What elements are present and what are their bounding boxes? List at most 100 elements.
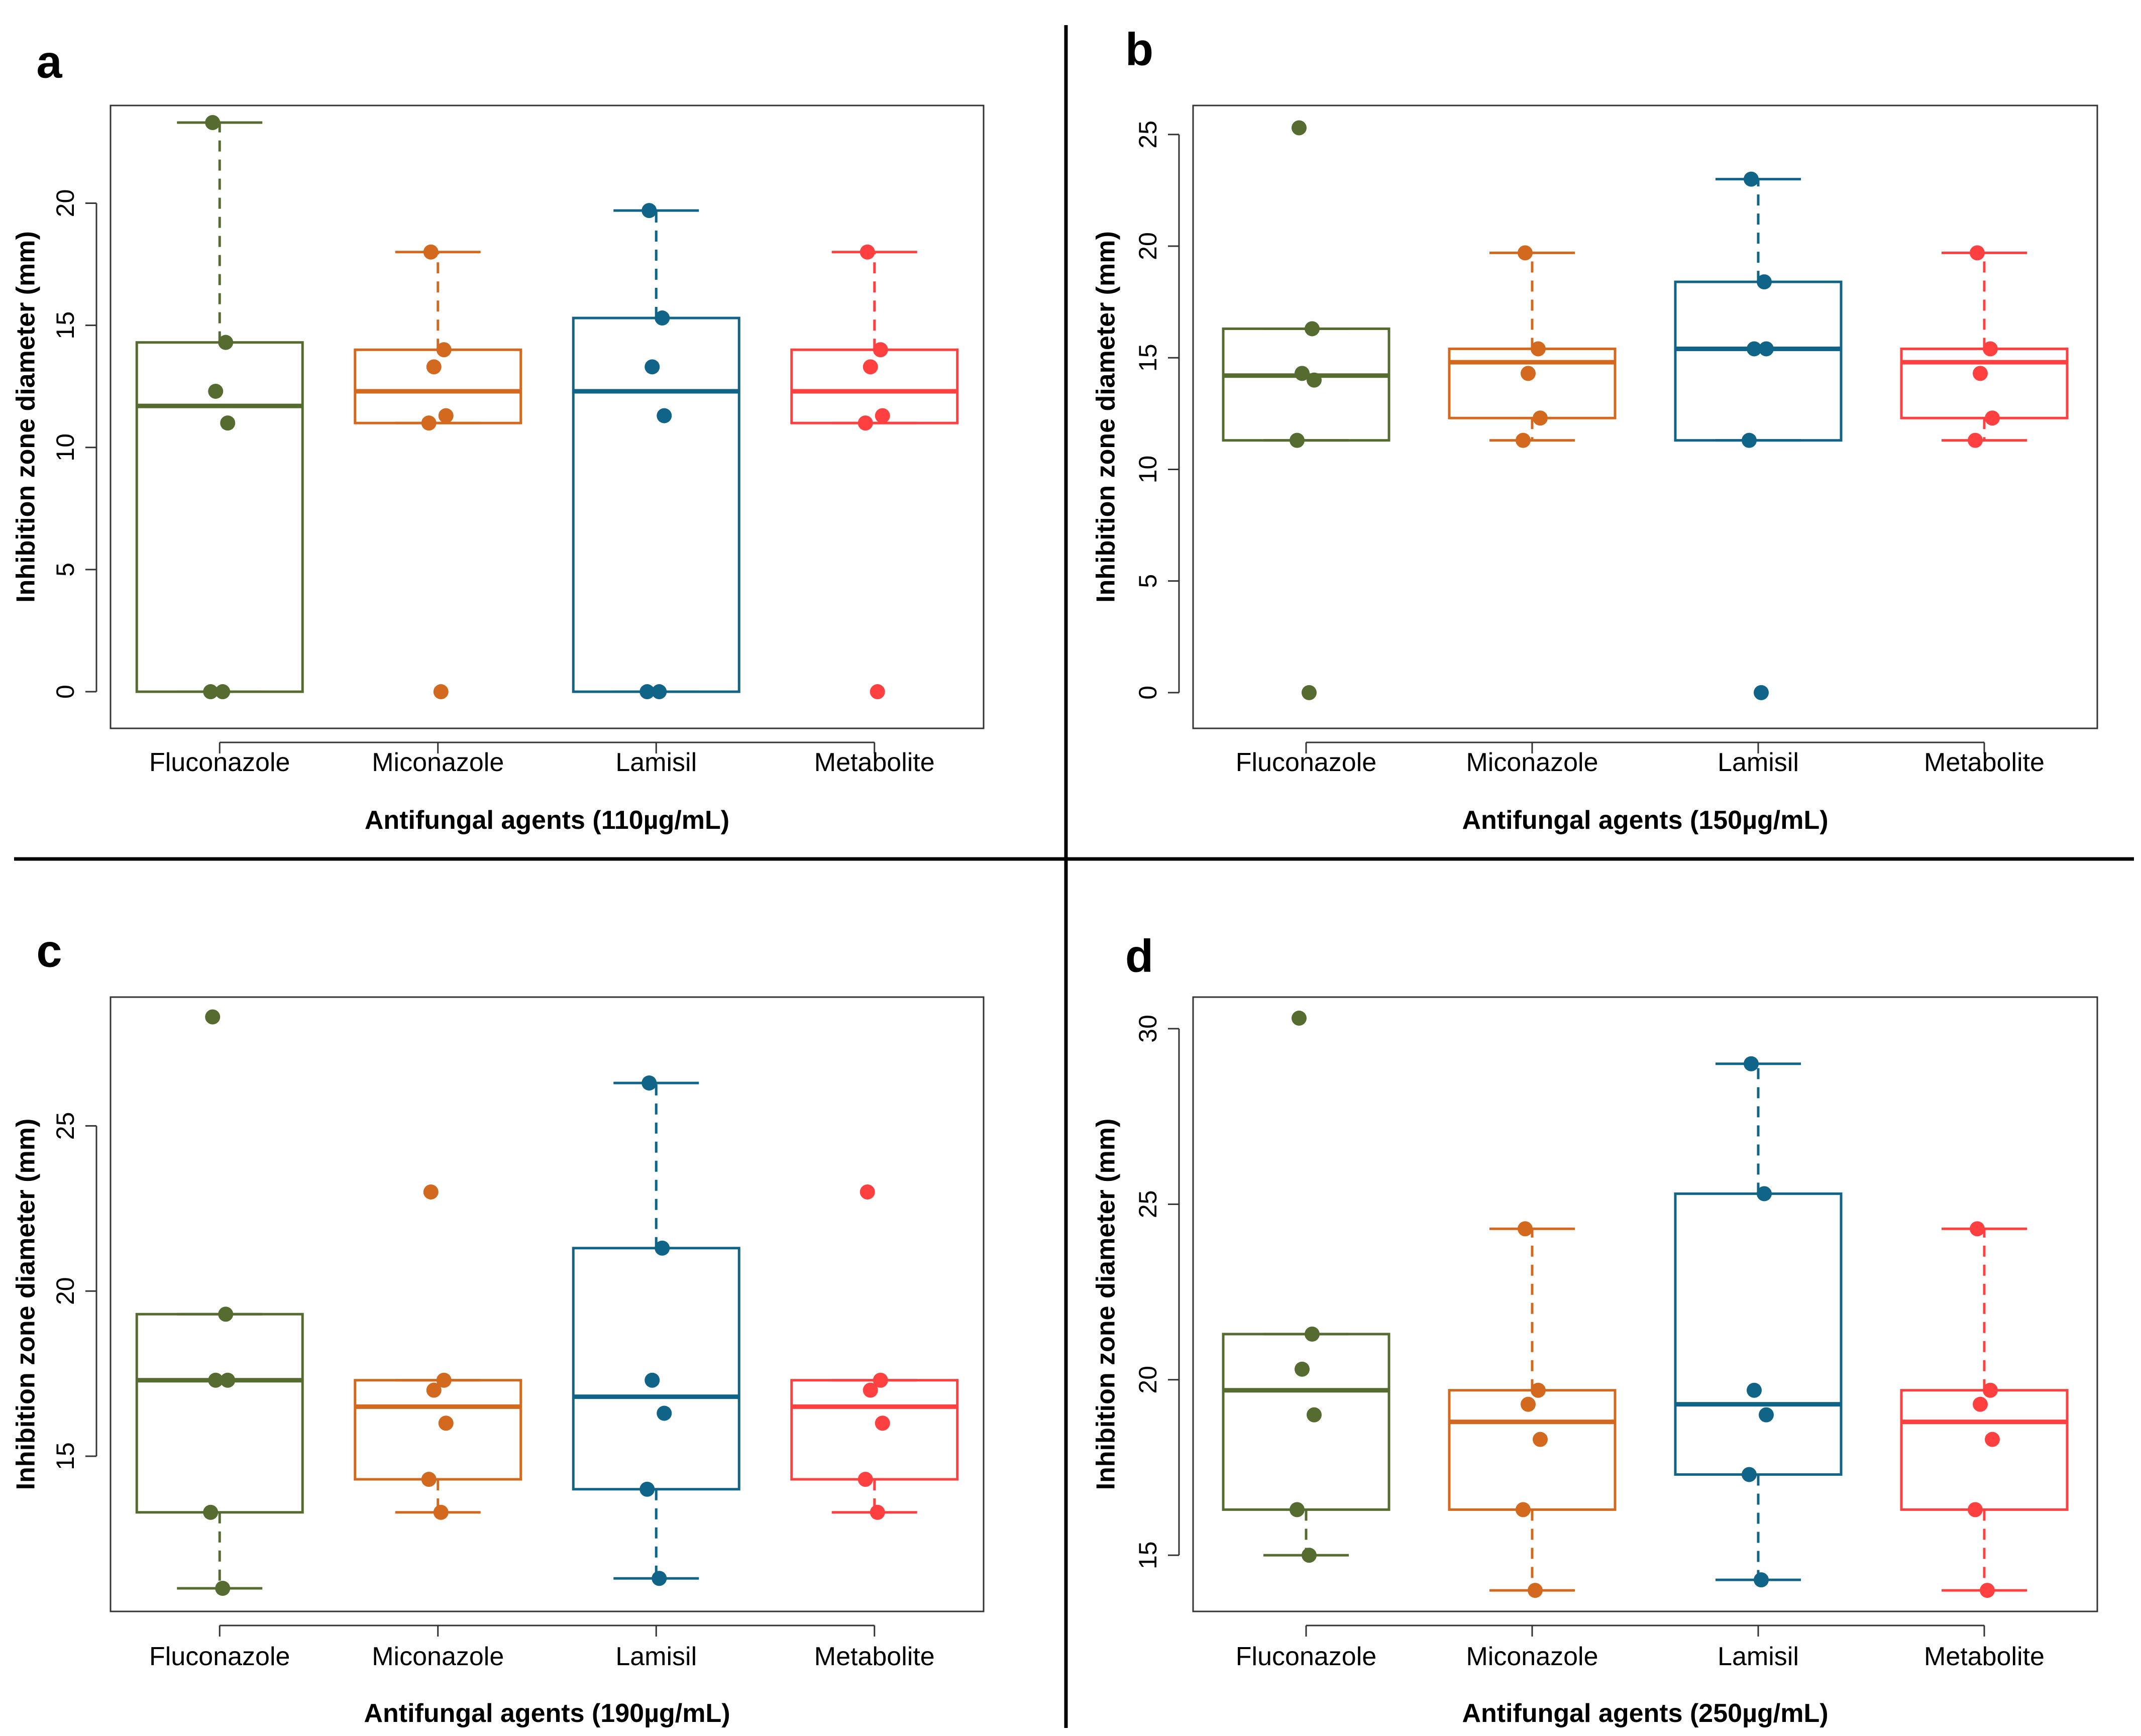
category-label: Miconazole	[1466, 748, 1598, 777]
data-point	[1290, 1502, 1305, 1517]
box-iqr	[1222, 1333, 1390, 1511]
data-point	[1980, 1583, 1995, 1598]
data-point	[438, 408, 454, 423]
data-point	[1307, 1407, 1322, 1423]
data-point	[423, 244, 439, 260]
data-point	[208, 1372, 224, 1388]
category-label: Miconazole	[372, 748, 504, 777]
data-point	[641, 203, 657, 219]
data-point	[1518, 1221, 1533, 1237]
data-point	[1744, 1056, 1759, 1071]
data-point	[205, 115, 221, 131]
data-point	[873, 1372, 888, 1388]
data-point	[858, 415, 873, 431]
data-point	[1968, 432, 1983, 448]
data-point	[1983, 341, 1998, 357]
data-point	[1985, 410, 2000, 426]
y-tick-label: 10	[1134, 456, 1162, 484]
data-point	[1292, 120, 1307, 136]
category-label: Miconazole	[372, 1642, 504, 1671]
data-point	[1759, 341, 1774, 357]
panel-letter: c	[36, 925, 62, 976]
y-tick-label: 15	[1134, 344, 1162, 372]
data-point	[1754, 1572, 1769, 1588]
data-point	[863, 1382, 878, 1398]
box-iqr	[135, 1313, 304, 1514]
data-point	[438, 1416, 454, 1431]
data-point	[215, 1580, 231, 1596]
category-label: Lamisil	[615, 1642, 697, 1671]
data-point	[1307, 372, 1322, 388]
data-point	[203, 1504, 219, 1520]
data-point	[1973, 1396, 1988, 1412]
x-axis-title: Antifungal agents (250µg/mL)	[1462, 1699, 1828, 1728]
y-tick-label: 20	[1134, 1366, 1162, 1394]
data-point	[639, 1481, 655, 1497]
data-point	[220, 415, 236, 431]
category-label: Metabolite	[1924, 1642, 2045, 1671]
x-axis-title: Antifungal agents (110µg/mL)	[365, 806, 729, 835]
data-point	[1968, 1502, 1983, 1517]
y-axis-title: Inhibition zone diameter (mm)	[1092, 231, 1121, 603]
data-point	[1290, 432, 1305, 448]
data-point	[426, 359, 442, 375]
data-point	[873, 342, 888, 358]
data-point	[203, 684, 219, 700]
data-point	[645, 359, 660, 375]
data-point	[205, 1009, 221, 1025]
y-tick-label: 15	[51, 1442, 79, 1470]
category-label: Fluconazole	[149, 1642, 290, 1671]
panel-letter: d	[1125, 930, 1153, 982]
data-point	[1292, 1010, 1307, 1026]
data-point	[218, 1307, 234, 1322]
plot-frame	[110, 104, 985, 729]
data-point	[1521, 366, 1536, 381]
box-iqr	[1222, 327, 1390, 442]
data-point	[858, 1471, 873, 1487]
category-label: Lamisil	[615, 748, 697, 777]
plot-frame	[110, 996, 985, 1612]
y-tick-label: 30	[1134, 1015, 1162, 1043]
data-point	[1531, 341, 1546, 357]
data-point	[220, 1372, 236, 1388]
data-point	[1518, 245, 1533, 261]
data-point	[433, 684, 449, 700]
x-axis-title: Antifungal agents (150µg/mL)	[1462, 806, 1828, 835]
data-point	[870, 684, 885, 700]
data-point	[645, 1372, 660, 1388]
data-point	[1973, 366, 1988, 381]
box-iqr	[572, 316, 740, 693]
category-label: Lamisil	[1718, 1642, 1799, 1671]
data-point	[1531, 1382, 1546, 1398]
data-point	[1754, 685, 1769, 700]
y-tick-label: 25	[1134, 1190, 1162, 1219]
data-point	[215, 684, 231, 700]
data-point	[423, 1184, 439, 1200]
category-label: Lamisil	[1718, 748, 1799, 777]
y-axis-title: Inhibition zone diameter (mm)	[12, 1119, 41, 1490]
panel-letter: b	[1125, 24, 1153, 75]
y-tick-label: 20	[51, 189, 79, 218]
category-label: Miconazole	[1466, 1642, 1598, 1671]
box-iqr	[1674, 280, 1843, 442]
y-tick-label: 20	[51, 1277, 79, 1305]
box-iqr	[1900, 347, 2069, 419]
box-iqr	[1674, 1192, 1843, 1476]
data-point	[1983, 1382, 1998, 1398]
plot-frame	[1192, 996, 2098, 1612]
data-point	[1970, 245, 1985, 261]
category-label: Fluconazole	[1236, 1642, 1376, 1671]
data-point	[655, 310, 670, 326]
data-point	[1521, 1396, 1536, 1412]
category-label: Metabolite	[814, 748, 935, 777]
category-label: Fluconazole	[1236, 748, 1376, 777]
data-point	[863, 359, 878, 375]
y-tick-label: 5	[51, 563, 79, 577]
y-tick-label: 25	[51, 1112, 79, 1140]
data-point	[1516, 432, 1531, 448]
data-point	[1742, 1467, 1757, 1482]
category-label: Fluconazole	[149, 748, 290, 777]
data-point	[875, 1416, 890, 1431]
y-tick-label: 0	[1134, 686, 1162, 700]
panel-c: c 15 20 25 Fluconazole Miconazole Lamisil Metab…	[12, 925, 985, 1728]
